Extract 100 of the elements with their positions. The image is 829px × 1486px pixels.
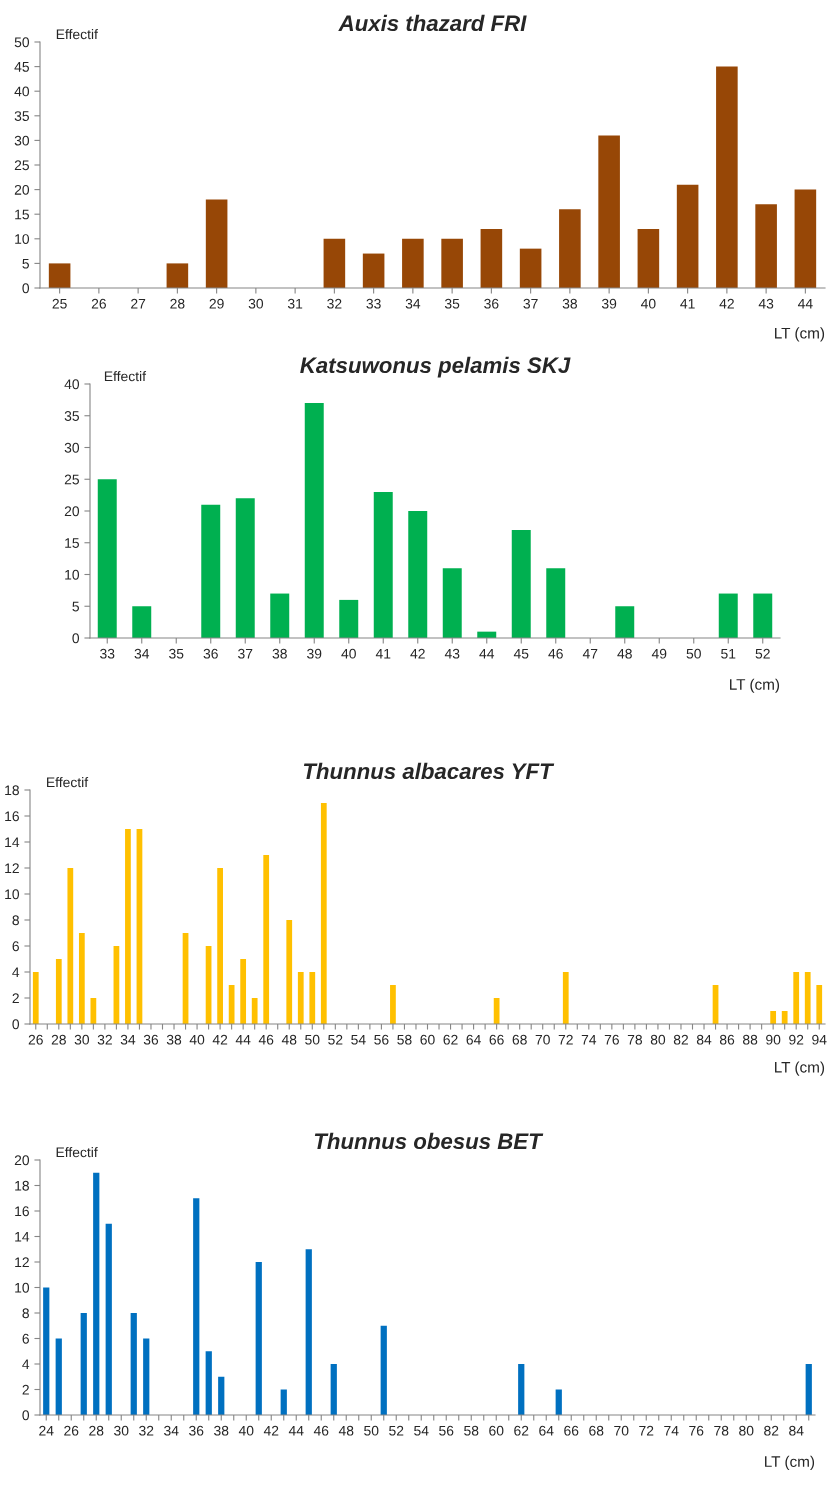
x-tick-label: 41 [680,298,695,309]
bar [323,238,346,288]
x-tick-label: 44 [797,298,813,309]
y-tick-label: 6 [12,941,19,952]
x-tick-label: 46 [548,648,563,659]
bar [555,1389,562,1415]
x-tick-label: 42 [410,648,425,659]
x-tick-label: 88 [742,1034,758,1045]
x-tick-label: 29 [209,298,224,309]
x-tick-label: 34 [134,648,150,659]
x-tick-label: 56 [439,1425,454,1436]
x-tick-label: 74 [664,1425,679,1436]
bar [320,803,327,1024]
bar [637,228,660,288]
bar [48,263,71,288]
bar [263,855,270,1024]
x-tick-label: 72 [558,1034,573,1045]
y-tick-label: 2 [12,993,19,1004]
y-tick-label: 40 [64,379,80,390]
x-tick-label: 31 [287,298,303,309]
x-tick-label: 32 [139,1425,154,1436]
x-tick-label: 68 [589,1425,604,1436]
bar [330,1364,337,1415]
x-tick-label: 66 [564,1425,579,1436]
x-tick-label: 40 [341,648,356,659]
x-tick-label: 50 [305,1034,320,1045]
bar [201,504,221,638]
y-tick-label: 35 [14,111,29,121]
bar [55,959,62,1024]
x-tick-label: 35 [444,298,460,309]
x-tick-label: 43 [758,298,774,309]
bar [562,972,569,1024]
x-axis-title: LT (cm) [775,327,825,342]
x-tick-label: 78 [627,1034,643,1045]
y-tick-label: 0 [72,633,80,644]
bar [339,599,359,638]
y-axis-title: Effectif [56,1147,98,1158]
x-tick-label: 80 [739,1425,754,1436]
x-tick-label: 70 [614,1425,629,1436]
chart-title: Thunnus obesus BET [314,1132,544,1150]
x-tick-label: 76 [604,1034,619,1045]
bar [309,972,316,1024]
y-tick-label: 15 [65,538,79,548]
y-tick-label: 2 [22,1384,29,1395]
x-tick-label: 38 [214,1425,229,1436]
y-tick-label: 8 [12,915,19,926]
y-tick-label: 16 [5,811,19,822]
y-tick-label: 16 [15,1206,29,1217]
bar [380,1325,387,1415]
x-tick-label: 34 [405,298,421,309]
x-tick-label: 52 [328,1034,343,1045]
x-tick-label: 56 [374,1034,389,1045]
x-tick-label: 36 [143,1034,159,1045]
bar [130,1313,137,1415]
x-tick-label: 44 [479,648,495,659]
bar [781,1011,788,1024]
bar [297,972,304,1024]
bar [716,66,738,288]
y-tick-label: 10 [15,234,30,244]
bar [78,933,85,1024]
bar [240,959,247,1024]
x-tick-label: 38 [166,1034,182,1045]
bar [390,985,396,1024]
y-tick-label: 30 [64,442,80,453]
x-tick-label: 28 [89,1425,104,1436]
bar [518,1364,525,1415]
bar [235,498,255,638]
bar [251,998,258,1024]
x-tick-label: 54 [351,1034,366,1045]
x-tick-label: 64 [466,1034,481,1045]
x-tick-label: 27 [131,298,146,309]
bar [67,868,74,1024]
y-tick-label: 5 [72,601,79,612]
bar [125,829,131,1024]
x-tick-label: 70 [535,1034,550,1045]
x-axis-title: LT (cm) [775,1061,825,1076]
bar [205,1351,212,1415]
x-tick-label: 24 [39,1425,54,1436]
bar [442,568,462,638]
x-tick-label: 36 [203,648,218,659]
bar [718,593,738,638]
y-tick-label: 10 [65,569,80,580]
x-tick-label: 39 [601,298,617,309]
x-tick-label: 94 [812,1034,827,1045]
x-tick-label: 45 [513,648,529,659]
y-tick-label: 25 [64,474,79,485]
x-tick-label: 58 [397,1034,412,1045]
x-tick-label: 58 [464,1425,479,1436]
x-tick-label: 46 [258,1034,274,1045]
x-tick-label: 32 [97,1034,112,1045]
x-tick-label: 74 [581,1034,597,1045]
y-tick-label: 18 [5,785,19,796]
y-tick-label: 4 [22,1359,30,1370]
bar [304,403,324,638]
x-tick-label: 40 [189,1034,205,1045]
chart-title: Katsuwonus pelamis SKJ [300,356,571,378]
bar [794,189,817,288]
x-tick-label: 50 [364,1425,379,1436]
bar [793,972,800,1024]
x-tick-label: 28 [170,298,185,309]
